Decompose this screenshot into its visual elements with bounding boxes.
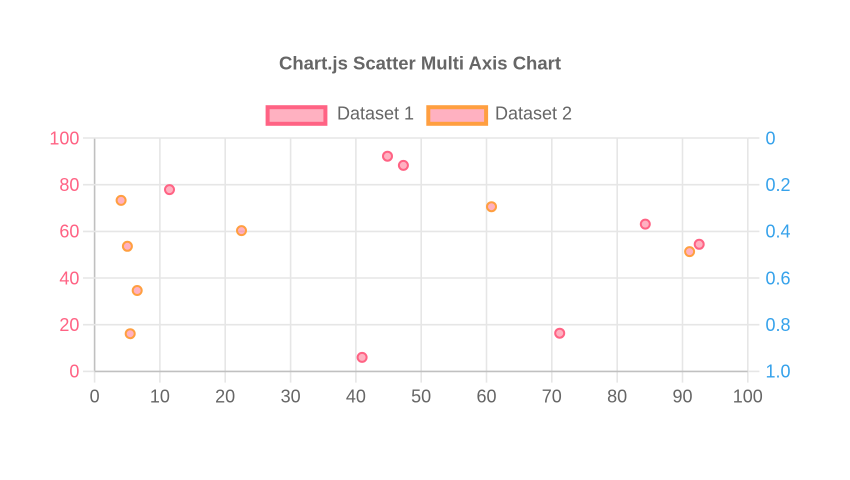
svg-text:0: 0 bbox=[766, 128, 776, 148]
svg-text:Dataset 2: Dataset 2 bbox=[495, 103, 572, 123]
svg-text:Dataset 1: Dataset 1 bbox=[337, 103, 414, 123]
svg-text:80: 80 bbox=[607, 387, 627, 407]
svg-text:0.2: 0.2 bbox=[766, 175, 791, 195]
svg-text:1.0: 1.0 bbox=[766, 362, 791, 382]
svg-text:40: 40 bbox=[346, 387, 366, 407]
svg-text:100: 100 bbox=[49, 128, 79, 148]
svg-text:80: 80 bbox=[59, 175, 79, 195]
svg-text:100: 100 bbox=[733, 387, 763, 407]
svg-text:60: 60 bbox=[476, 387, 496, 407]
svg-text:0.4: 0.4 bbox=[766, 222, 791, 242]
svg-text:Chart.js Scatter Multi Axis Ch: Chart.js Scatter Multi Axis Chart bbox=[279, 53, 561, 74]
svg-text:40: 40 bbox=[59, 268, 79, 288]
svg-text:30: 30 bbox=[281, 387, 301, 407]
svg-text:0.8: 0.8 bbox=[766, 315, 791, 335]
svg-text:0: 0 bbox=[90, 387, 100, 407]
svg-text:0: 0 bbox=[69, 362, 79, 382]
svg-text:90: 90 bbox=[672, 387, 692, 407]
svg-text:60: 60 bbox=[59, 222, 79, 242]
svg-text:10: 10 bbox=[150, 387, 170, 407]
svg-text:70: 70 bbox=[542, 387, 562, 407]
svg-text:20: 20 bbox=[59, 315, 79, 335]
svg-text:20: 20 bbox=[215, 387, 235, 407]
svg-text:50: 50 bbox=[411, 387, 431, 407]
svg-text:0.6: 0.6 bbox=[766, 268, 791, 288]
